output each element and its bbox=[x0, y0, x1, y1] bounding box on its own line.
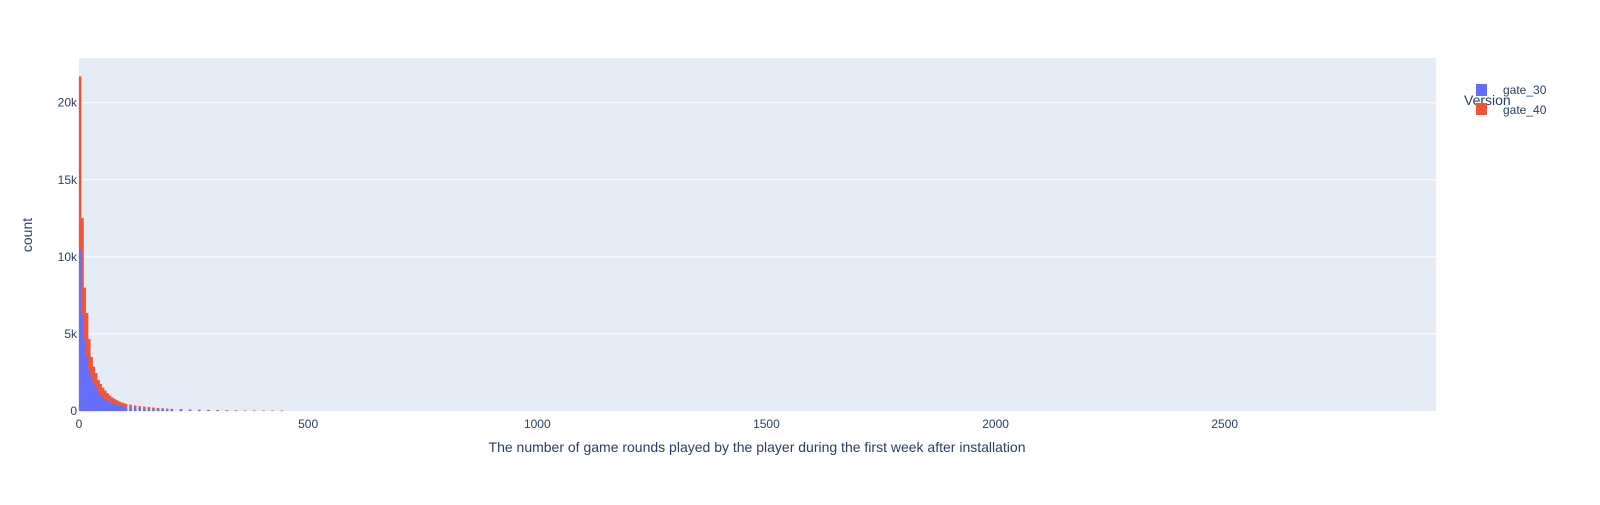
bar-gate-40-bin-110[interactable] bbox=[129, 405, 131, 407]
bar-gate-40-bin-5[interactable] bbox=[81, 218, 83, 315]
plot-background bbox=[79, 58, 1436, 411]
legend-item-gate-40[interactable]: gate_40 bbox=[1476, 103, 1547, 117]
x-tick-label-2500: 2500 bbox=[1211, 417, 1238, 431]
bar-gate-30-bin-220[interactable] bbox=[180, 410, 182, 411]
bar-gate-40-bin-30[interactable] bbox=[93, 367, 95, 384]
bar-gate-40-bin-40[interactable] bbox=[97, 380, 99, 392]
x-tick-label-1500: 1500 bbox=[753, 417, 780, 431]
bar-gate-40-bin-150[interactable] bbox=[148, 407, 150, 409]
bar-gate-40-bin-65[interactable] bbox=[109, 396, 111, 402]
bar-gate-40-bin-80[interactable] bbox=[116, 400, 118, 404]
bar-gate-30-bin-160[interactable] bbox=[152, 409, 154, 411]
bar-gate-30-bin-90[interactable] bbox=[120, 406, 122, 411]
bar-gate-40-bin-25[interactable] bbox=[90, 357, 92, 377]
bar-gate-40-bin-240[interactable] bbox=[189, 410, 191, 411]
y-tick-label-10k: 10k bbox=[58, 250, 78, 264]
bar-gate-30-bin-150[interactable] bbox=[148, 409, 150, 411]
bar-gate-40-bin-170[interactable] bbox=[157, 408, 159, 409]
bar-gate-30-bin-80[interactable] bbox=[116, 405, 118, 411]
bar-gate-30-bin-45[interactable] bbox=[100, 395, 102, 411]
legend-swatch-gate-40 bbox=[1476, 103, 1487, 115]
bar-gate-30-bin-85[interactable] bbox=[118, 405, 120, 411]
bar-gate-40-bin-50[interactable] bbox=[102, 388, 104, 397]
bar-gate-40-bin-220[interactable] bbox=[180, 409, 182, 410]
bar-gate-30-bin-75[interactable] bbox=[113, 404, 115, 411]
x-tick-label-2000: 2000 bbox=[982, 417, 1009, 431]
bar-gate-30-bin-140[interactable] bbox=[143, 408, 145, 411]
bar-gate-30-bin-30[interactable] bbox=[93, 384, 95, 411]
bar-gate-30-bin-40[interactable] bbox=[97, 393, 99, 411]
bar-gate-30-bin-10[interactable] bbox=[84, 340, 86, 411]
y-tick-label-5k: 5k bbox=[64, 327, 78, 341]
x-axis-ticks: 0 500 1000 1500 2000 2500 bbox=[76, 417, 1239, 431]
bar-gate-30-bin-100[interactable] bbox=[125, 407, 127, 411]
bar-gate-30-bin-200[interactable] bbox=[171, 410, 173, 411]
y-axis-ticks: 0 5k 10k 15k 20k bbox=[58, 96, 78, 418]
bar-gate-30-bin-120[interactable] bbox=[134, 408, 136, 411]
bar-gate-30-bin-50[interactable] bbox=[102, 397, 104, 411]
bar-gate-30-bin-20[interactable] bbox=[88, 369, 90, 411]
bar-gate-40-bin-120[interactable] bbox=[134, 406, 136, 408]
y-tick-label-0: 0 bbox=[70, 404, 77, 418]
bar-gate-40-bin-45[interactable] bbox=[100, 384, 102, 395]
bar-gate-40-bin-160[interactable] bbox=[152, 408, 154, 409]
bar-gate-30-bin-95[interactable] bbox=[123, 406, 125, 411]
bar-gate-30-bin-130[interactable] bbox=[139, 408, 141, 411]
legend-label-gate-30: gate_30 bbox=[1503, 83, 1547, 97]
bar-gate-30-bin-25[interactable] bbox=[90, 377, 92, 411]
legend: Version gate_30 gate_40 bbox=[1464, 83, 1547, 117]
bar-gate-30-bin-5[interactable] bbox=[81, 315, 83, 411]
bar-gate-40-bin-60[interactable] bbox=[106, 393, 108, 400]
x-axis-title: The number of game rounds played by the … bbox=[489, 439, 1026, 455]
bar-gate-40-bin-20[interactable] bbox=[88, 339, 90, 369]
legend-label-gate-40: gate_40 bbox=[1503, 103, 1547, 117]
bar-gate-30-bin-70[interactable] bbox=[111, 403, 113, 411]
bar-gate-30-bin-60[interactable] bbox=[106, 401, 108, 411]
bar-gate-40-bin-95[interactable] bbox=[123, 403, 125, 406]
bar-gate-30-bin-190[interactable] bbox=[166, 410, 168, 411]
x-tick-label-0: 0 bbox=[76, 417, 83, 431]
x-tick-label-1000: 1000 bbox=[524, 417, 551, 431]
bar-gate-40-bin-70[interactable] bbox=[111, 397, 113, 403]
bar-gate-40-bin-85[interactable] bbox=[118, 401, 120, 405]
bar-gate-30-bin-0[interactable] bbox=[79, 249, 81, 411]
legend-swatch-gate-30 bbox=[1476, 84, 1487, 96]
bar-gate-30-bin-180[interactable] bbox=[161, 409, 163, 411]
legend-item-gate-30[interactable]: gate_30 bbox=[1476, 83, 1547, 97]
bar-gate-30-bin-65[interactable] bbox=[109, 402, 111, 411]
bar-gate-40-bin-200[interactable] bbox=[171, 409, 173, 410]
bar-gate-40-bin-35[interactable] bbox=[95, 373, 97, 388]
y-tick-label-15k: 15k bbox=[58, 173, 78, 187]
bar-gate-40-bin-100[interactable] bbox=[125, 404, 127, 407]
bar-gate-40-bin-75[interactable] bbox=[113, 399, 115, 404]
bar-gate-40-bin-140[interactable] bbox=[143, 407, 145, 409]
bar-gate-40-bin-180[interactable] bbox=[161, 408, 163, 409]
bar-gate-40-bin-15[interactable] bbox=[86, 313, 88, 355]
bar-gate-30-bin-170[interactable] bbox=[157, 409, 159, 411]
y-tick-label-20k: 20k bbox=[58, 96, 78, 110]
bar-gate-30-bin-35[interactable] bbox=[95, 388, 97, 411]
bar-gate-30-bin-110[interactable] bbox=[129, 407, 131, 411]
bar-gate-40-bin-130[interactable] bbox=[139, 406, 141, 408]
y-axis-title: count bbox=[19, 218, 35, 252]
bar-gate-40-bin-55[interactable] bbox=[104, 391, 106, 399]
bar-gate-40-bin-10[interactable] bbox=[84, 288, 86, 340]
bar-gate-30-bin-15[interactable] bbox=[86, 355, 88, 411]
x-tick-label-500: 500 bbox=[298, 417, 318, 431]
bar-gate-40-bin-0[interactable] bbox=[79, 76, 81, 249]
bar-gate-40-bin-190[interactable] bbox=[166, 409, 168, 410]
bar-gate-30-bin-55[interactable] bbox=[104, 399, 106, 411]
bar-gate-40-bin-90[interactable] bbox=[120, 403, 122, 406]
